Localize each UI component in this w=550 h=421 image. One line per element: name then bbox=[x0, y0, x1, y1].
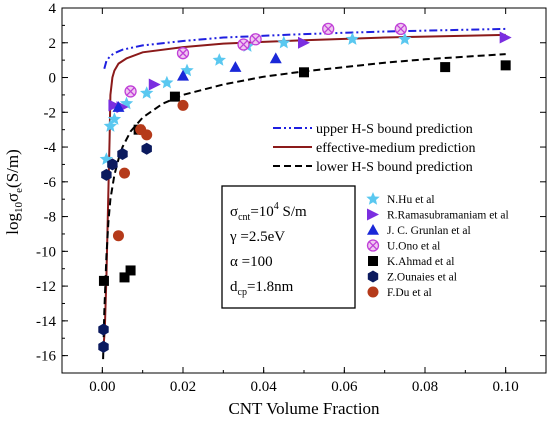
y-label-sub10: 10 bbox=[13, 202, 25, 214]
line-legend: upper H-S bound prediction effective-medi… bbox=[273, 122, 476, 175]
marker-legend-label: U.Ono et al bbox=[387, 241, 440, 253]
y-label-sigma: σ bbox=[3, 193, 22, 202]
marker-legend-swatch bbox=[367, 224, 379, 235]
data-point-square bbox=[125, 265, 136, 276]
y-tick-label: -6 bbox=[44, 175, 57, 191]
y-tick-label: -2 bbox=[44, 105, 57, 121]
marker-legend-label: J. C. Grunlan et al bbox=[387, 225, 471, 237]
data-point-tri-up bbox=[229, 61, 242, 72]
data-point-hexagon bbox=[98, 323, 109, 336]
line-legend-label: effective-medium prediction bbox=[316, 141, 476, 156]
data-point-circle-x bbox=[237, 38, 250, 51]
y-label-unit: (S/m) bbox=[3, 149, 22, 188]
data-point-tri-right bbox=[148, 78, 161, 91]
data-point-circle-x bbox=[394, 22, 407, 36]
data-point-square bbox=[169, 91, 180, 102]
data-point-star bbox=[212, 53, 226, 66]
data-point-tri-right bbox=[298, 36, 310, 49]
data-point-square bbox=[440, 62, 451, 73]
x-tick-label: 0.00 bbox=[89, 379, 115, 395]
data-point-star bbox=[103, 119, 118, 132]
x-axis-label: CNT Volume Fraction bbox=[228, 399, 380, 418]
data-point-hexagon bbox=[107, 158, 118, 171]
data-point-circle-x bbox=[249, 33, 262, 46]
data-point-star bbox=[140, 86, 154, 99]
data-point-star bbox=[277, 35, 291, 49]
data-point-tri-right bbox=[108, 99, 121, 112]
y-axis-label: log10σe(S/m) bbox=[3, 149, 25, 235]
data-point-tri-up bbox=[269, 52, 282, 64]
parameter-line: dcp=1.8nm bbox=[230, 279, 294, 298]
data-point-tri-up bbox=[112, 101, 125, 112]
data-point-hexagon bbox=[141, 142, 152, 155]
data-point-tri-right bbox=[499, 31, 512, 44]
data-point-square bbox=[119, 272, 130, 283]
x-tick-label: 0.04 bbox=[251, 379, 278, 395]
line-legend-label: upper H-S bound prediction bbox=[316, 122, 473, 137]
data-point-star bbox=[345, 32, 360, 45]
x-tick-label: 0.02 bbox=[170, 379, 196, 395]
data-point-circle bbox=[177, 99, 189, 111]
data-point-circle-x bbox=[124, 85, 137, 98]
marker-legend-label: K.Ahmad et al bbox=[387, 256, 454, 268]
line-legend-label: lower H-S bound prediction bbox=[316, 160, 473, 175]
marker-legend: N.Hu et al R.Ramasubramaniam et al J. C. G… bbox=[366, 192, 509, 299]
data-point-circle bbox=[112, 230, 124, 242]
y-tick-label: 4 bbox=[49, 1, 57, 17]
data-point-star bbox=[160, 75, 174, 89]
data-point-circle bbox=[141, 129, 153, 141]
y-label-sub-e: e bbox=[13, 188, 25, 193]
data-point-circle-x bbox=[322, 22, 335, 36]
marker-legend-swatch bbox=[367, 208, 379, 221]
marker-legend-label: Z.Ounaies et al bbox=[387, 272, 457, 284]
x-tick-label: 0.08 bbox=[412, 379, 438, 395]
data-point-circle-x bbox=[176, 47, 190, 60]
marker-legend-swatch bbox=[366, 192, 380, 205]
parameter-line: α =100 bbox=[230, 254, 273, 270]
parameter-line: γ =2.5eV bbox=[229, 229, 285, 245]
data-point-hexagon bbox=[98, 340, 109, 353]
data-point-tri-up bbox=[177, 69, 189, 81]
parameter-box-frame bbox=[221, 185, 356, 309]
axis-ticks: 0.00 0.02 0.04 0.06 0.08 0.10 -16 -14 -12 -10 -8 -6… bbox=[36, 1, 547, 395]
y-tick-label: -16 bbox=[36, 349, 56, 365]
data-point-hexagon bbox=[117, 148, 128, 160]
marker-legend-label: F.Du et al bbox=[387, 287, 432, 299]
y-label-log: log bbox=[3, 213, 22, 235]
marker-legend-label: N.Hu et al bbox=[387, 194, 435, 206]
data-point-star bbox=[107, 112, 122, 125]
y-tick-label: -10 bbox=[36, 244, 56, 260]
y-tick-label: -8 bbox=[44, 210, 57, 226]
y-tick-label: 2 bbox=[49, 36, 57, 52]
parameter-box: σcnt=104 S/m γ =2.5eV α =100 dcp=1.8nm bbox=[221, 185, 356, 309]
data-point-hexagon bbox=[101, 168, 112, 181]
marker-legend-swatch bbox=[366, 239, 380, 252]
marker-legend-swatch bbox=[368, 256, 378, 266]
data-points bbox=[98, 22, 512, 353]
y-tick-label: -12 bbox=[36, 279, 56, 295]
parameter-line: σcnt=104 S/m bbox=[230, 201, 307, 223]
marker-legend-swatch bbox=[367, 270, 379, 283]
data-point-square bbox=[500, 60, 511, 71]
x-tick-label: 0.10 bbox=[493, 379, 519, 395]
data-point-square bbox=[98, 275, 109, 286]
data-point-circle bbox=[119, 167, 131, 179]
data-point-star bbox=[398, 32, 412, 45]
y-tick-label: -14 bbox=[36, 314, 56, 330]
data-point-square bbox=[299, 67, 309, 78]
y-tick-label: -4 bbox=[44, 140, 57, 156]
y-tick-label: 0 bbox=[49, 71, 57, 87]
marker-legend-label: R.Ramasubramaniam et al bbox=[387, 210, 509, 222]
marker-legend-swatch bbox=[367, 286, 379, 298]
x-tick-label: 0.06 bbox=[331, 379, 358, 395]
